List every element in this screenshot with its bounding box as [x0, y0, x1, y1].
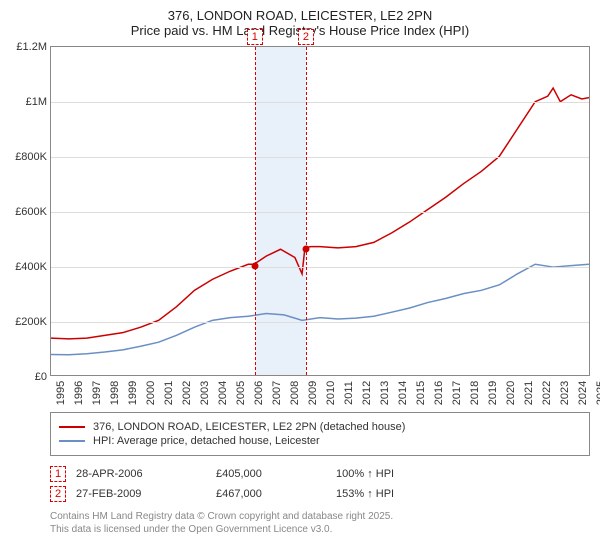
yaxis-tick-label: £1M	[26, 96, 51, 108]
xaxis-tick-label: 2022	[537, 381, 553, 405]
event-badge-1: 1	[247, 29, 263, 45]
legend-label-series1: 376, LONDON ROAD, LEICESTER, LE2 2PN (de…	[93, 421, 405, 433]
xaxis-tick-label: 2024	[573, 381, 589, 405]
event-dot-1	[251, 262, 258, 269]
gridline-h	[51, 102, 589, 103]
xaxis-tick-label: 2011	[339, 381, 355, 405]
xaxis-tick-label: 1995	[51, 381, 67, 405]
legend-swatch-series1	[59, 426, 85, 428]
xaxis-tick-label: 2010	[321, 381, 337, 405]
xaxis-tick-label: 2001	[159, 381, 175, 405]
xaxis-tick-label: 2008	[285, 381, 301, 405]
event-price: £467,000	[216, 488, 336, 500]
xaxis-tick-label: 2002	[177, 381, 193, 405]
event-price: £405,000	[216, 468, 336, 480]
event-line-2	[306, 47, 307, 375]
event-change: 100% ↑ HPI	[336, 468, 456, 480]
xaxis-tick-label: 2005	[231, 381, 247, 405]
yaxis-tick-label: £600K	[15, 206, 51, 218]
yaxis-tick-label: £0	[35, 371, 51, 383]
events-table: 1 28-APR-2006£405,000100% ↑ HPI 2 27-FEB-20…	[50, 466, 590, 502]
xaxis-tick-label: 2000	[141, 381, 157, 405]
xaxis-tick-label: 1998	[105, 381, 121, 405]
series-line-series1	[51, 88, 589, 339]
event-badge-2: 2	[298, 29, 314, 45]
xaxis-tick-label: 2012	[357, 381, 373, 405]
yaxis-tick-label: £800K	[15, 151, 51, 163]
xaxis-tick-label: 2013	[375, 381, 391, 405]
events-table-row: 2 27-FEB-2009£467,000153% ↑ HPI	[50, 486, 590, 502]
yaxis-tick-label: £400K	[15, 261, 51, 273]
yaxis-tick-label: £1.2M	[16, 41, 51, 53]
xaxis-tick-label: 1997	[87, 381, 103, 405]
xaxis-tick-label: 2009	[303, 381, 319, 405]
xaxis-tick-label: 2017	[447, 381, 463, 405]
title-line1: 376, LONDON ROAD, LEICESTER, LE2 2PN	[10, 8, 590, 23]
xaxis-tick-label: 2018	[465, 381, 481, 405]
legend-swatch-series2	[59, 440, 85, 442]
event-change: 153% ↑ HPI	[336, 488, 456, 500]
xaxis-tick-label: 2014	[393, 381, 409, 405]
event-line-1	[255, 47, 256, 375]
xaxis-tick-label: 2003	[195, 381, 211, 405]
xaxis-tick-label: 1999	[123, 381, 139, 405]
legend-label-series2: HPI: Average price, detached house, Leic…	[93, 435, 320, 447]
event-date: 28-APR-2006	[76, 468, 216, 480]
yaxis-tick-label: £200K	[15, 316, 51, 328]
event-date: 27-FEB-2009	[76, 488, 216, 500]
xaxis-tick-label: 2019	[483, 381, 499, 405]
xaxis-tick-label: 2007	[267, 381, 283, 405]
footer-line2: This data is licensed under the Open Gov…	[50, 523, 590, 536]
gridline-h	[51, 157, 589, 158]
xaxis-tick-label: 2004	[213, 381, 229, 405]
event-table-badge: 2	[50, 486, 66, 502]
legend: 376, LONDON ROAD, LEICESTER, LE2 2PN (de…	[50, 412, 590, 456]
legend-row-series1: 376, LONDON ROAD, LEICESTER, LE2 2PN (de…	[59, 421, 581, 433]
xaxis-tick-label: 2020	[501, 381, 517, 405]
chart-plot-area: £0£200K£400K£600K£800K£1M£1.2M1995199619…	[50, 46, 590, 376]
xaxis-tick-label: 2016	[429, 381, 445, 405]
event-dot-2	[302, 245, 309, 252]
footer: Contains HM Land Registry data © Crown c…	[50, 510, 590, 536]
gridline-h	[51, 322, 589, 323]
xaxis-tick-label: 2021	[519, 381, 535, 405]
events-table-row: 1 28-APR-2006£405,000100% ↑ HPI	[50, 466, 590, 482]
xaxis-tick-label: 2023	[555, 381, 571, 405]
legend-row-series2: HPI: Average price, detached house, Leic…	[59, 435, 581, 447]
xaxis-tick-label: 2025	[591, 381, 600, 405]
gridline-h	[51, 267, 589, 268]
xaxis-tick-label: 2015	[411, 381, 427, 405]
gridline-h	[51, 212, 589, 213]
xaxis-tick-label: 2006	[249, 381, 265, 405]
series-line-series2	[51, 264, 589, 354]
xaxis-tick-label: 1996	[69, 381, 85, 405]
footer-line1: Contains HM Land Registry data © Crown c…	[50, 510, 590, 523]
event-table-badge: 1	[50, 466, 66, 482]
